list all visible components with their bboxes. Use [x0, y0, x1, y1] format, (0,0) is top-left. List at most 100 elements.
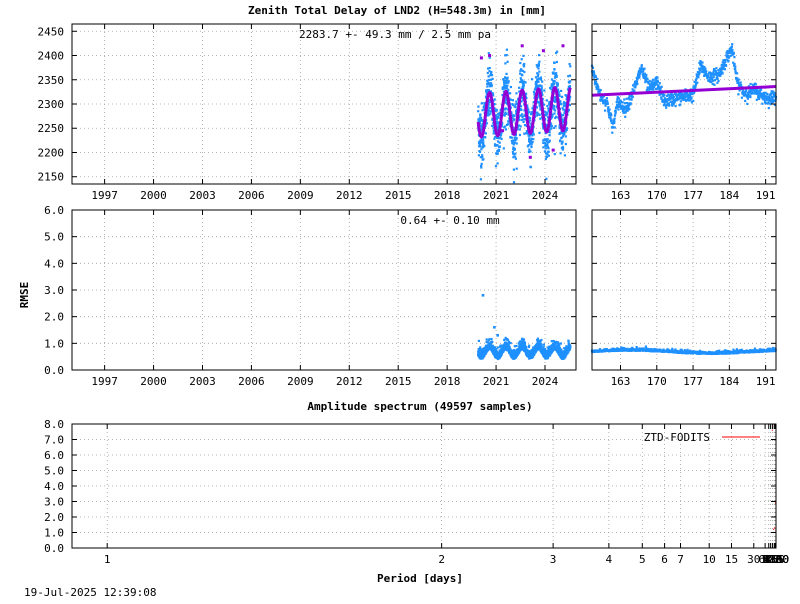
- ztd-point: [502, 147, 505, 150]
- ztd-point: [515, 92, 518, 95]
- rmse-point: [510, 349, 513, 352]
- ztd-point: [512, 168, 515, 171]
- ztd-recent-point: [672, 97, 675, 100]
- ztd-recent-point: [719, 74, 722, 77]
- ztd-recent-point: [633, 89, 636, 92]
- ztd-point: [535, 84, 538, 87]
- ztd-point: [540, 87, 543, 90]
- ztd-point: [536, 78, 539, 81]
- ztd-point: [565, 128, 568, 131]
- ztd-point: [546, 152, 549, 155]
- ztd-point: [522, 86, 525, 90]
- ztd-recent-point: [725, 64, 728, 67]
- ztd-recent-point: [644, 81, 647, 84]
- ztd-point: [493, 103, 496, 106]
- spectrum-x-tick: 2190: [763, 553, 790, 566]
- ztd-recent-point: [738, 89, 741, 92]
- spectrum-peak-point: [773, 528, 775, 531]
- rmse-point: [565, 346, 568, 349]
- spectrum-x-tick: 4: [606, 553, 613, 566]
- rmse-point: [532, 346, 535, 349]
- ztd-point: [564, 135, 567, 138]
- ztd-recent-point: [697, 76, 700, 79]
- ztd-recent-point: [730, 46, 733, 50]
- ztd-recent-point: [623, 108, 626, 111]
- ztd-point: [504, 97, 507, 100]
- spectrum-x-tick: 15: [725, 553, 738, 566]
- ztd-point: [535, 82, 538, 86]
- rmse-axis-label: RMSE: [18, 282, 31, 309]
- ztd-recent-point: [641, 73, 644, 76]
- ztd-point: [546, 104, 549, 108]
- ztd-point: [553, 112, 556, 115]
- ztd-recent-point: [658, 86, 661, 89]
- ztd-recent-point: [690, 101, 693, 104]
- ztd-recent-point: [686, 91, 689, 94]
- ztd-recent-point: [609, 116, 612, 119]
- ztd-recent-x-tick: 170: [647, 189, 667, 202]
- footer-timestamp: 19-Jul-2025 12:39:08: [24, 586, 156, 599]
- ztd-recent-point: [751, 90, 754, 93]
- ztd-recent-point: [607, 111, 610, 114]
- ztd-point: [531, 132, 534, 135]
- ztd-point: [514, 157, 517, 160]
- ztd-recent-point: [642, 74, 645, 77]
- ztd-recent-point: [703, 65, 706, 69]
- ztd-recent-point: [595, 81, 598, 84]
- ztd-point: [558, 93, 561, 96]
- ztd-recent-point: [639, 72, 642, 75]
- ztd-point: [543, 141, 547, 145]
- rmse-y-tick: 0.0: [44, 364, 64, 377]
- ztd-point: [549, 86, 552, 90]
- ztd-recent-point: [599, 89, 602, 92]
- ztd-point: [550, 127, 553, 130]
- ztd-point: [520, 108, 523, 111]
- rmse-point: [491, 344, 494, 347]
- ztd-point: [477, 118, 480, 121]
- ztd-point: [487, 83, 490, 86]
- ztd-point: [519, 114, 522, 117]
- ztd-point: [507, 123, 510, 126]
- ztd-point: [487, 104, 490, 107]
- ztd-point: [552, 107, 555, 110]
- ztd-point: [504, 54, 507, 57]
- ztd-point: [495, 120, 498, 123]
- ztd-point: [521, 96, 524, 99]
- ztd-point: [497, 137, 500, 140]
- ztd-recent-point: [658, 93, 661, 96]
- ztd-recent-point: [731, 43, 734, 46]
- ztd-point: [528, 140, 531, 143]
- ztd-recent-point: [692, 91, 696, 95]
- ztd-recent-point: [652, 85, 656, 89]
- ztd-recent-point: [771, 96, 774, 99]
- ztd-recent-point: [638, 69, 641, 73]
- ztd-recent-point: [764, 102, 767, 105]
- ztd-point: [546, 142, 549, 145]
- ztd-recent-point: [717, 69, 720, 72]
- rmse-point: [483, 354, 486, 357]
- ztd-point: [511, 103, 515, 107]
- ztd-point: [506, 76, 509, 79]
- ztd-recent-point: [720, 69, 723, 72]
- spectrum-x-tick: 6: [661, 553, 668, 566]
- ztd-recent-point: [596, 84, 599, 87]
- ztd-point: [561, 132, 564, 135]
- rmse-point: [542, 343, 545, 346]
- ztd-recent-point: [607, 109, 610, 113]
- ztd-recent-point: [611, 131, 614, 134]
- ztd-point: [521, 79, 524, 82]
- ztd-recent-point: [730, 45, 733, 48]
- ztd-point: [511, 116, 514, 119]
- ztd-recent-point: [732, 61, 735, 64]
- ztd-recent-point: [660, 96, 663, 99]
- ztd-point: [509, 85, 512, 89]
- spectrum-x-tick: 183: [762, 553, 782, 566]
- ztd-point: [480, 140, 483, 143]
- ztd-point: [479, 145, 482, 148]
- rmse-outlier: [496, 334, 499, 337]
- ztd-point: [487, 102, 490, 106]
- ztd-point: [560, 136, 563, 139]
- ztd-recent-point: [606, 107, 610, 110]
- ztd-recent-point: [628, 97, 631, 100]
- ztd-recent-point: [596, 87, 599, 91]
